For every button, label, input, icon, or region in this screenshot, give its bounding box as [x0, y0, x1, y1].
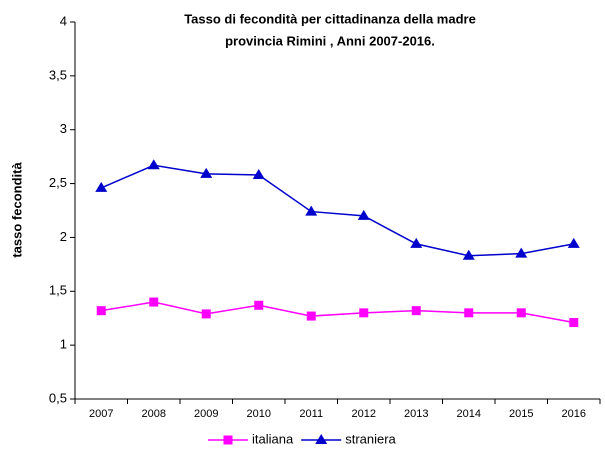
- point: [357, 209, 370, 220]
- point: [464, 308, 474, 318]
- point: [305, 205, 318, 216]
- legend-label: straniera: [345, 431, 396, 446]
- y-tick-label: 1,5: [49, 283, 67, 298]
- legend-marker: [223, 435, 233, 445]
- x-tick-label tl: 2013: [404, 408, 428, 420]
- legend-label: italiana: [252, 431, 294, 446]
- x-tick-label tl: 2016: [562, 408, 586, 420]
- y-tick-label: 2: [60, 229, 67, 244]
- point: [254, 300, 264, 310]
- point: [359, 308, 369, 318]
- chart-subtitle: provincia Rimini , Anni 2007-2016.: [225, 33, 435, 48]
- point: [462, 249, 475, 260]
- y-axis-label: tasso fecondità: [9, 162, 24, 258]
- y-tick-label: 3,5: [49, 67, 67, 82]
- point: [96, 306, 106, 316]
- point: [201, 309, 211, 319]
- point: [569, 318, 579, 328]
- series-line: [100, 164, 574, 257]
- point: [516, 308, 526, 318]
- x-tick-label tl: 2008: [142, 408, 166, 420]
- point: [306, 311, 316, 321]
- y-tick-label: 1: [60, 337, 67, 352]
- x-tick-label tl: 2007: [89, 408, 113, 420]
- point: [95, 181, 108, 192]
- y-tick-label: 4: [60, 13, 67, 28]
- x-tick-label tl: 2009: [194, 408, 218, 420]
- legend-marker: [315, 434, 328, 444]
- x-tick-label tl: 2012: [352, 408, 376, 420]
- point: [567, 237, 580, 248]
- y-tick-label: 0,5: [49, 390, 67, 405]
- point: [410, 237, 423, 248]
- point: [411, 306, 421, 316]
- x-tick-label tl: 2010: [247, 408, 271, 420]
- x-tick-label tl: 2014: [457, 408, 481, 420]
- point: [200, 167, 213, 178]
- point: [515, 247, 528, 258]
- x-tick-label tl: 2015: [509, 408, 533, 420]
- y-tick-label: 2,5: [49, 175, 67, 190]
- point: [147, 159, 160, 170]
- y-tick-label: 3: [60, 121, 67, 136]
- point: [149, 297, 159, 307]
- series-line: [101, 301, 574, 324]
- chart-title: Tasso di fecondità per cittadinanza dell…: [184, 11, 476, 26]
- x-tick-label tl: 2011: [299, 408, 323, 420]
- point: [252, 168, 265, 179]
